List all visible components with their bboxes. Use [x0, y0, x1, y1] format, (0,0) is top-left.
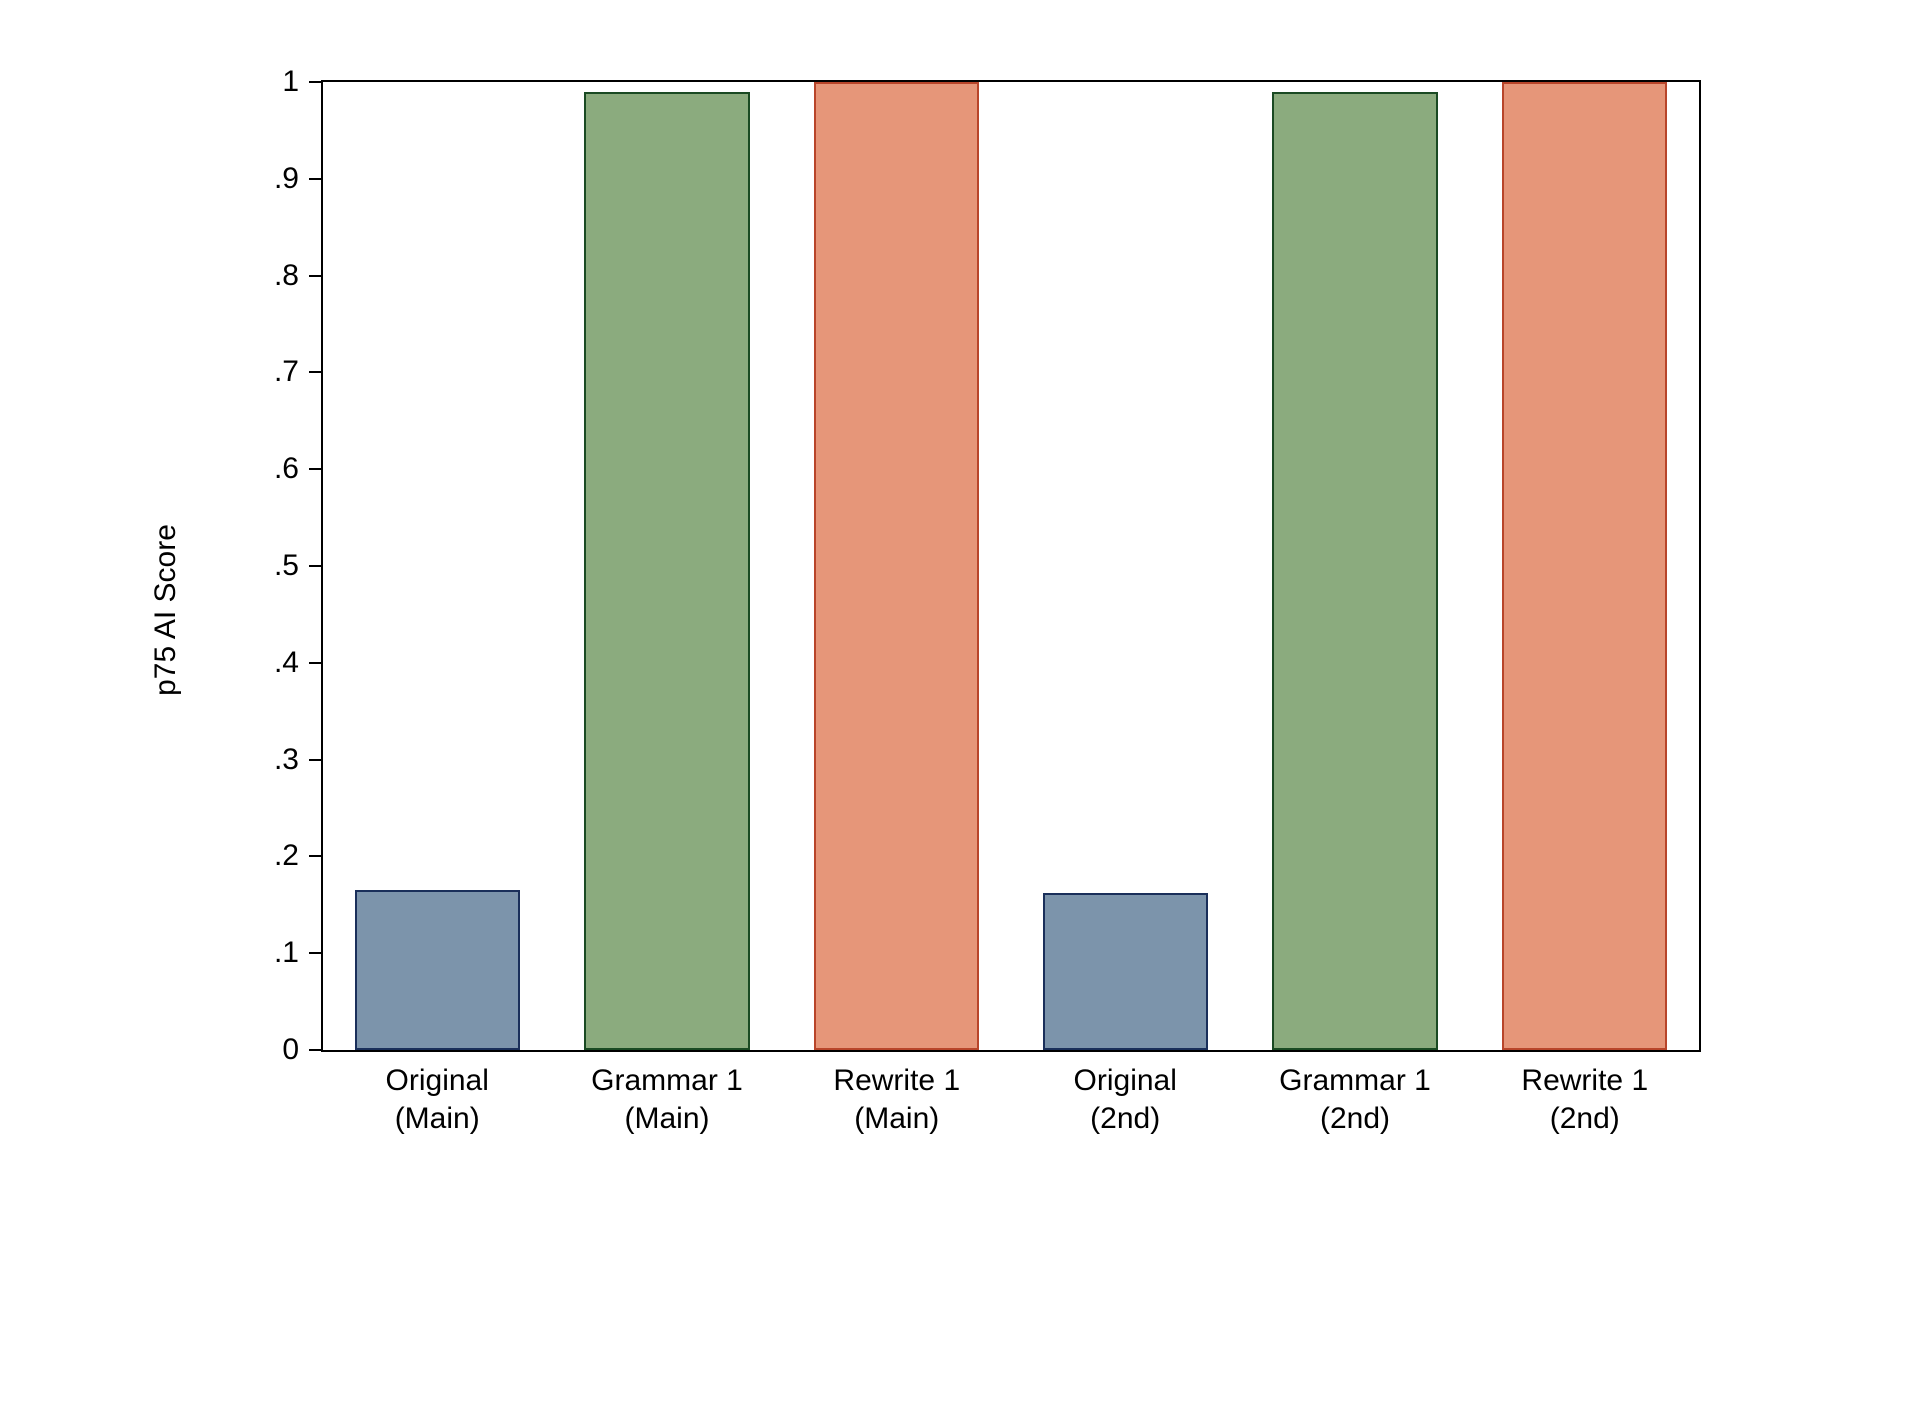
y-tick-label: .6 [209, 452, 299, 486]
y-tick-mark [309, 178, 321, 180]
bar [1502, 82, 1667, 1050]
y-tick-mark [309, 371, 321, 373]
y-tick-label: 0 [209, 1033, 299, 1067]
y-tick-mark [309, 759, 321, 761]
y-tick-mark [309, 855, 321, 857]
bar-chart: p75 AI Score 0.1.2.3.4.5.6.7.8.91 Origin… [201, 60, 1719, 1160]
y-tick-mark [309, 1049, 321, 1051]
x-tick-label-line2: (2nd) [1435, 1102, 1735, 1136]
y-tick-label: 1 [209, 65, 299, 99]
y-tick-label: .9 [209, 162, 299, 196]
bar [814, 82, 979, 1050]
y-tick-mark [309, 81, 321, 83]
y-tick-mark [309, 662, 321, 664]
plot-area [323, 82, 1699, 1050]
y-tick-label: .7 [209, 355, 299, 389]
y-axis-label: p75 AI Score [149, 524, 183, 696]
bar [355, 890, 520, 1050]
bar [1043, 893, 1208, 1050]
x-tick-label-line1: Rewrite 1 [1435, 1064, 1735, 1098]
plot-area-border [321, 80, 1701, 1052]
y-tick-mark [309, 275, 321, 277]
y-tick-label: .3 [209, 743, 299, 777]
bar [1272, 92, 1437, 1050]
y-tick-mark [309, 952, 321, 954]
y-tick-mark [309, 468, 321, 470]
y-tick-mark [309, 565, 321, 567]
y-tick-label: .2 [209, 839, 299, 873]
bar [584, 92, 749, 1050]
y-tick-label: .4 [209, 646, 299, 680]
y-tick-label: .5 [209, 549, 299, 583]
y-tick-label: .8 [209, 259, 299, 293]
y-tick-label: .1 [209, 936, 299, 970]
